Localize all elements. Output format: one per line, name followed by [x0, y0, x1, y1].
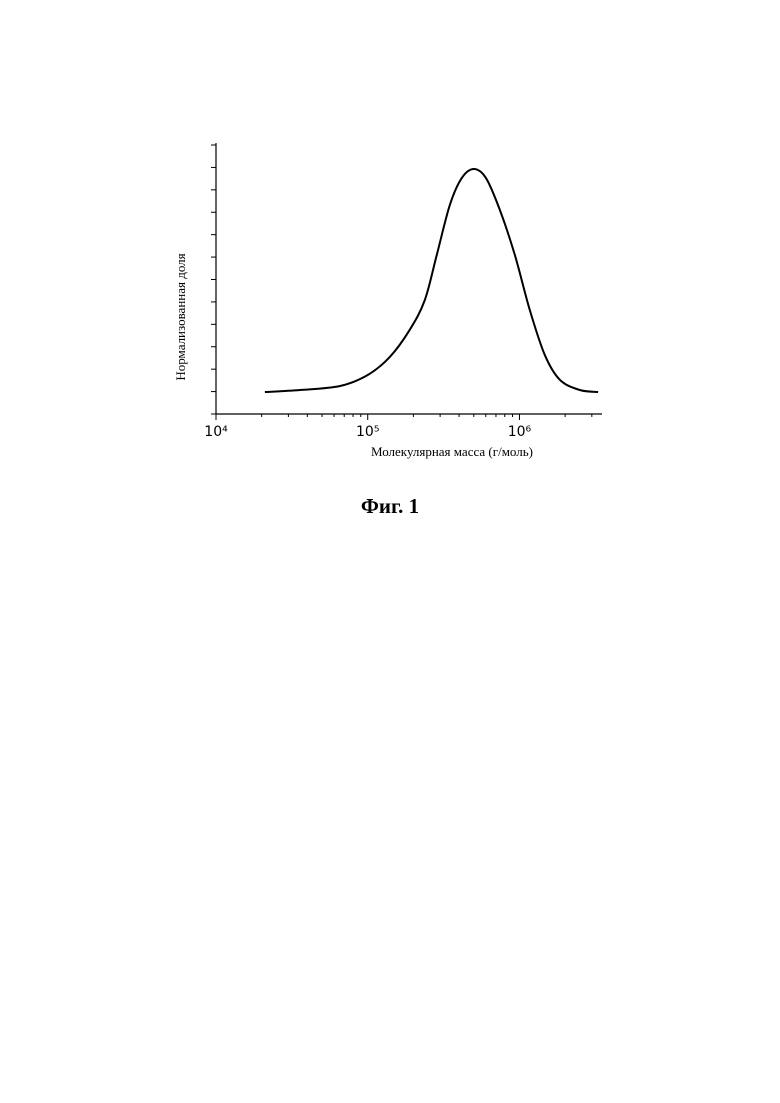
chart: Молекулярная масса (г/моль) Нормализован…	[0, 0, 780, 1103]
page: Молекулярная масса (г/моль) Нормализован…	[0, 0, 780, 1103]
x-axis-label: Молекулярная масса (г/моль)	[371, 444, 533, 459]
background	[0, 0, 780, 1103]
x-tick-label: 10⁶	[508, 424, 532, 440]
y-axis-label: Нормализованная доля	[173, 253, 188, 380]
x-tick-label: 10⁵	[356, 424, 379, 440]
x-tick-label: 10⁴	[204, 424, 228, 440]
figure-caption: Фиг. 1	[361, 494, 419, 518]
